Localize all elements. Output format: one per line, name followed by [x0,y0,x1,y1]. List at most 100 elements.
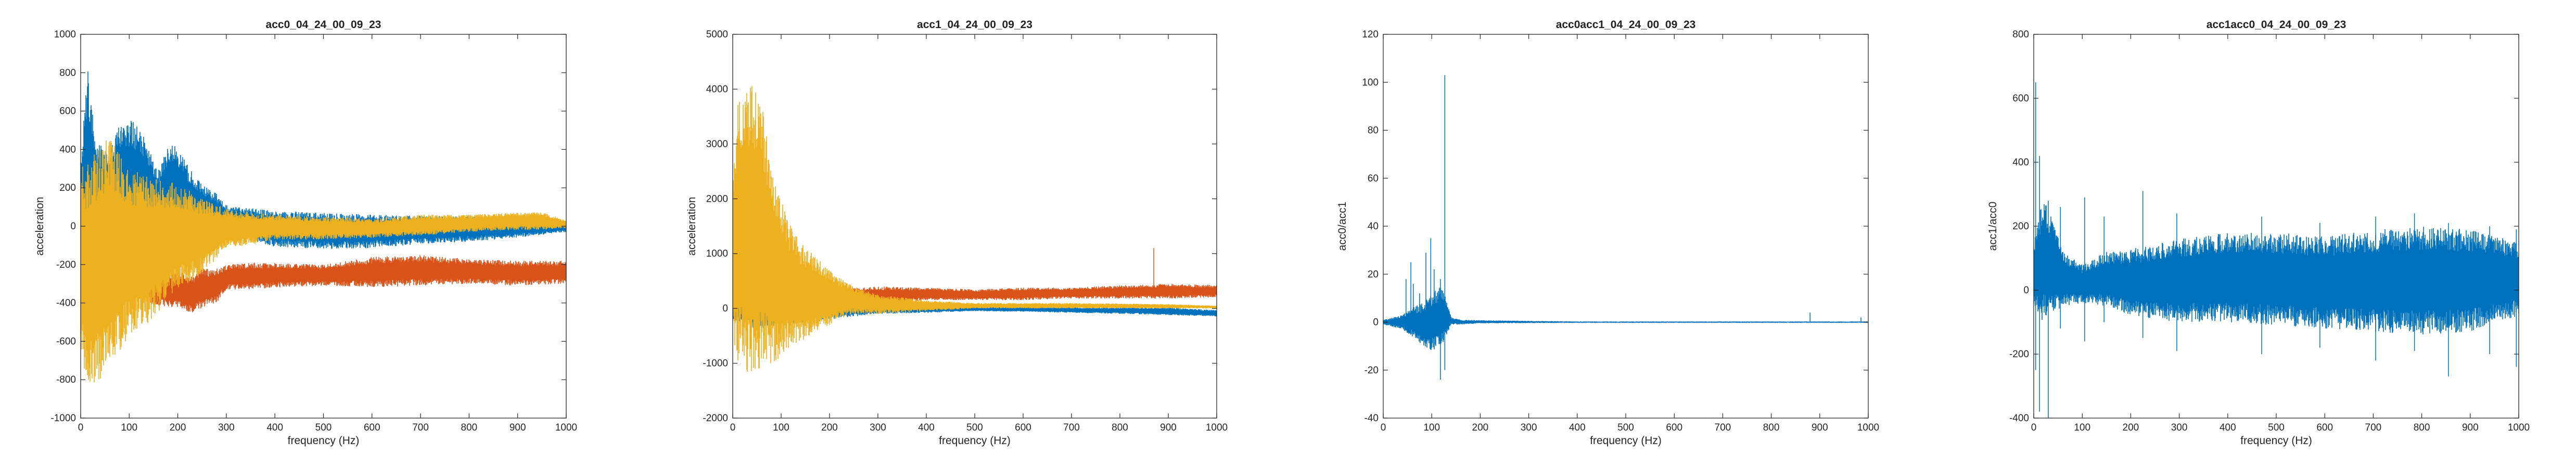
y-tick-label: 80 [1368,125,1379,136]
x-tick-label: 1000 [1206,422,1228,433]
x-tick-label: 700 [1063,422,1080,433]
y-tick-label: 20 [1368,269,1379,280]
y-tick-label: 4000 [706,84,728,95]
x-axis-label: frequency (Hz) [2240,435,2312,447]
x-tick-label: 0 [730,422,736,433]
y-tick-label: -20 [1364,365,1379,376]
y-tick-label: 400 [59,144,76,155]
y-tick-label: 0 [1373,317,1379,328]
x-tick-label: 800 [2414,422,2430,433]
x-tick-label: 200 [1472,422,1489,433]
x-tick-label: 900 [2462,422,2479,433]
y-tick-label: -400 [2009,413,2029,424]
y-tick-label: 600 [59,106,76,117]
y-tick-label: 1000 [54,29,76,40]
plot-marks [1383,75,1868,380]
y-tick-label: -600 [56,336,76,347]
y-tick-label: 800 [2012,29,2029,40]
x-tick-label: 1000 [2508,422,2530,433]
y-axis-label: acc0/acc1 [1336,202,1348,251]
x-tick-label: 400 [2220,422,2236,433]
x-tick-label: 400 [918,422,935,433]
y-tick-label: -2000 [703,413,728,424]
plot-area [2034,34,2519,418]
x-tick-label: 400 [266,422,283,433]
x-tick-label: 600 [364,422,380,433]
plot-marks [733,86,1217,372]
x-tick-label: 100 [2074,422,2090,433]
plot-marks [81,71,566,383]
series-3 [733,86,1217,372]
x-axis-label: frequency (Hz) [939,435,1011,447]
y-tick-label: -1000 [50,413,76,424]
y-tick-label: 2000 [706,193,728,204]
y-axis-label: acc1/acc0 [1987,202,1999,251]
plot-area [1383,34,1868,418]
chart-panel-2: 0 100 200 300 400 500 600 700 800 900 1000 -2000 -10… [686,19,1228,447]
x-tick-label: 800 [461,422,478,433]
x-tick-label: 300 [870,422,886,433]
y-tick-label: -40 [1364,413,1379,424]
x-tick-label: 300 [2171,422,2188,433]
y-tick-label: 3000 [706,139,728,150]
x-tick-label: 800 [1112,422,1128,433]
series-1 [1383,288,1868,350]
y-tick-label: 400 [2012,157,2029,168]
x-tick-label: 700 [1715,422,1731,433]
y-tick-label: 120 [1362,29,1379,40]
y-tick-label: 200 [59,183,76,193]
y-tick-label: 200 [2012,221,2029,232]
x-tick-label: 900 [1160,422,1177,433]
x-tick-label: 500 [2268,422,2285,433]
x-tick-label: 0 [1381,422,1386,433]
x-tick-label: 200 [170,422,186,433]
y-axis-label: acceleration [34,197,46,255]
x-tick-label: 100 [773,422,789,433]
x-tick-label: 200 [2123,422,2139,433]
y-tick-label: 0 [70,221,76,232]
chart-title: acc1_04_24_00_09_23 [917,19,1032,31]
x-tick-label: 600 [1015,422,1031,433]
y-axis-label: acceleration [686,197,698,255]
x-tick-label: 900 [1812,422,1828,433]
x-tick-label: 100 [121,422,137,433]
x-tick-label: 700 [412,422,429,433]
y-tick-label: 60 [1368,173,1379,184]
y-tick-label: 0 [722,303,728,314]
x-tick-label: 100 [1423,422,1440,433]
x-tick-label: 600 [1666,422,1682,433]
series-3 [81,140,566,383]
y-tick-label: 100 [1362,77,1379,88]
y-tick-label: -1000 [703,358,728,369]
x-axis-label: frequency (Hz) [288,435,360,447]
x-tick-label: 1000 [555,422,577,433]
x-tick-label: 600 [2316,422,2333,433]
chart-panel-1: 0 100 200 300 400 500 600 700 800 900 1000 -1000 -80… [34,19,577,447]
plot-area [733,34,1217,418]
x-tick-label: 0 [2031,422,2037,433]
y-tick-label: 800 [59,68,76,79]
y-tick-label: 5000 [706,29,728,40]
x-tick-label: 300 [218,422,235,433]
x-tick-label: 300 [1521,422,1537,433]
y-tick-label: -800 [56,374,76,385]
x-tick-label: 500 [966,422,983,433]
y-tick-label: -200 [2009,349,2029,360]
chart-title: acc0_04_24_00_09_23 [266,19,381,31]
x-tick-label: 200 [821,422,838,433]
x-axis-label: frequency (Hz) [1590,435,1662,447]
y-tick-label: -200 [56,259,76,270]
x-tick-label: 0 [78,422,84,433]
x-tick-label: 500 [315,422,332,433]
y-tick-label: 40 [1368,221,1379,232]
x-tick-label: 800 [1763,422,1780,433]
y-tick-label: 1000 [706,249,728,259]
x-tick-label: 1000 [1857,422,1879,433]
plot-marks [2034,82,2519,418]
x-tick-label: 400 [1569,422,1586,433]
chart-title: acc0acc1_04_24_00_09_23 [1556,19,1696,31]
chart-title: acc1acc0_04_24_00_09_23 [2207,19,2347,31]
x-tick-label: 900 [509,422,526,433]
y-tick-label: 600 [2012,93,2029,104]
